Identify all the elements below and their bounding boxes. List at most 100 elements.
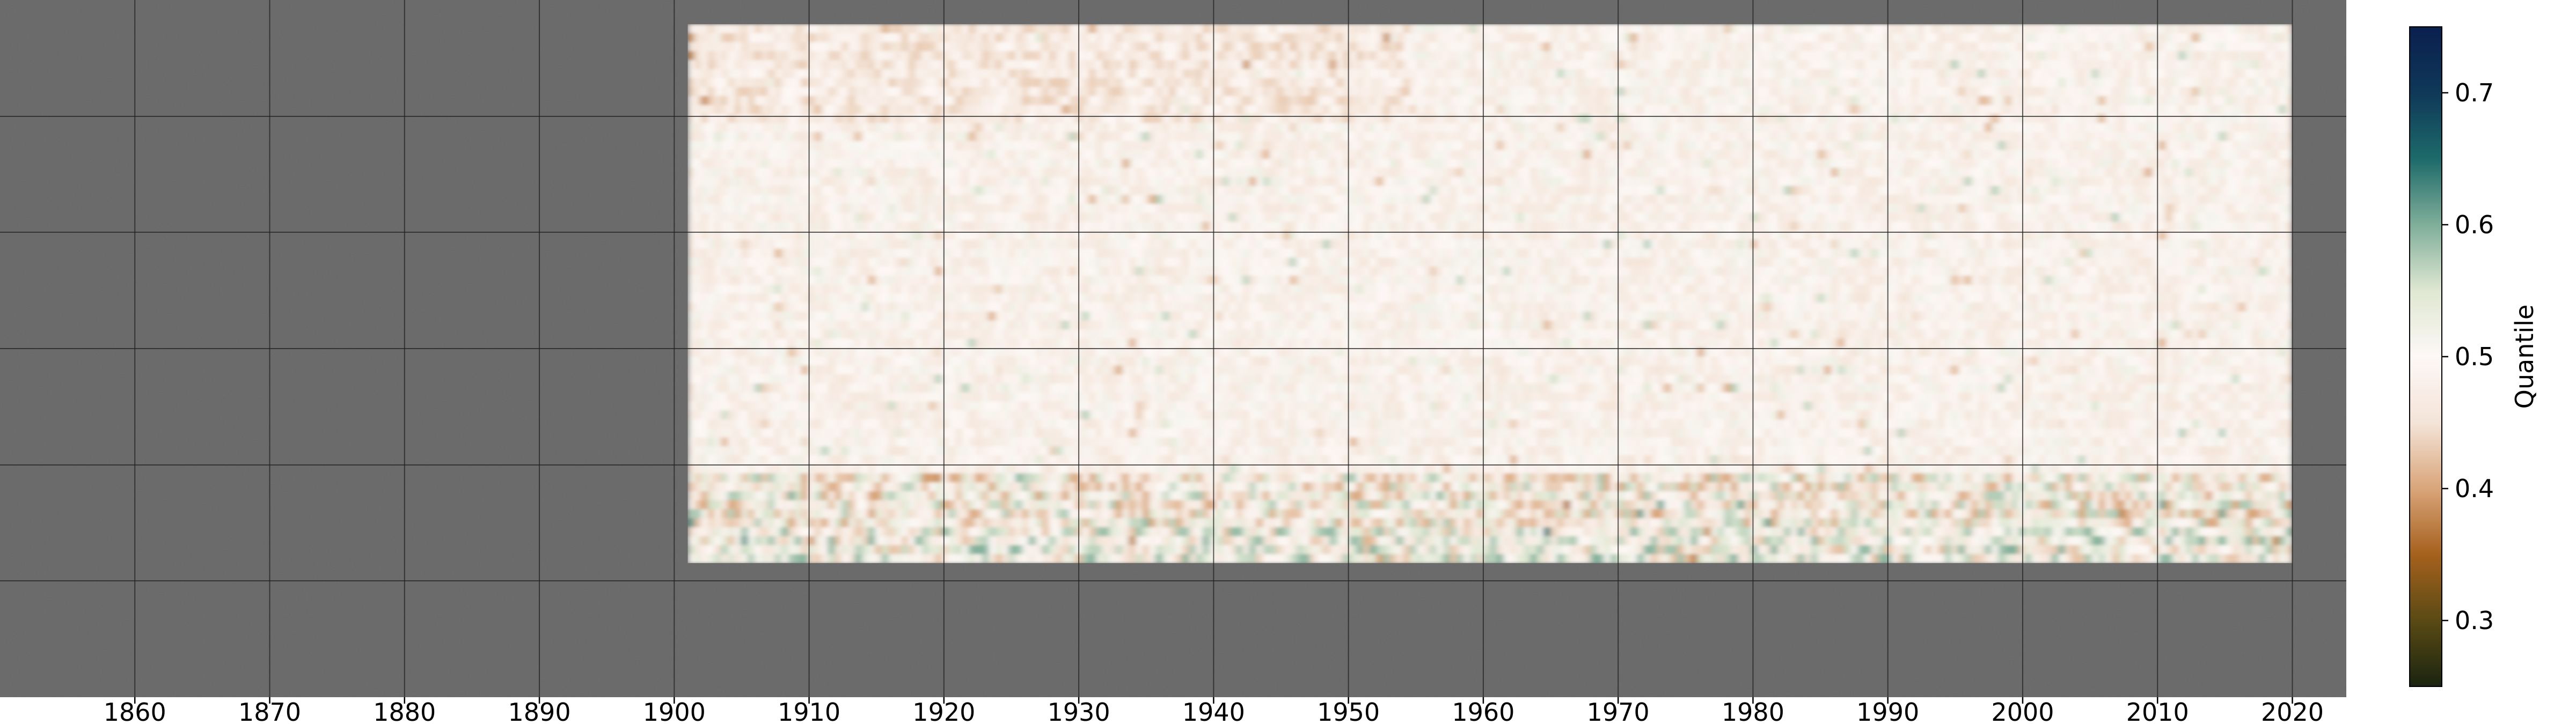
heatmap-cell [1503, 159, 1511, 168]
heatmap-cell [1396, 186, 1404, 196]
heatmap-cell [1122, 114, 1130, 124]
heatmap-cell [707, 96, 715, 106]
heatmap-cell [1797, 60, 1805, 70]
heatmap-cell [2272, 96, 2280, 106]
heatmap-cell [1985, 87, 1992, 97]
heatmap-cell [1049, 132, 1056, 142]
heatmap-cell [1416, 51, 1424, 61]
heatmap-cell [1102, 78, 1110, 88]
heatmap-cell [1623, 150, 1631, 160]
heatmap-cell [1122, 87, 1130, 97]
heatmap-cell [1637, 204, 1644, 213]
heatmap-cell [1323, 51, 1330, 61]
heatmap-cell [1236, 69, 1243, 79]
heatmap-cell [1443, 176, 1451, 187]
heatmap-cell [1918, 51, 1926, 61]
heatmap-cell [888, 87, 896, 97]
heatmap-cell [1363, 105, 1371, 115]
heatmap-cell [1777, 69, 1785, 79]
heatmap-cell [1644, 96, 1651, 106]
heatmap-cell [1309, 87, 1317, 97]
heatmap-cell [1349, 78, 1357, 88]
heatmap-cell [955, 195, 963, 204]
heatmap-cell [2031, 141, 2039, 151]
heatmap-cell [1236, 204, 1243, 213]
heatmap-cell [1088, 204, 1096, 213]
heatmap-cell [2018, 42, 2025, 52]
heatmap-cell [1838, 24, 1845, 34]
heatmap-cell [2004, 87, 2012, 97]
heatmap-cell [1938, 186, 1945, 196]
heatmap-cell [1978, 96, 1986, 106]
heatmap-cell [1490, 150, 1497, 160]
heatmap-cell [1838, 33, 1845, 43]
heatmap-cell [1062, 168, 1070, 178]
heatmap-cell [1436, 87, 1444, 97]
heatmap-cell [2065, 195, 2073, 204]
heatmap-cell [1764, 132, 1772, 142]
heatmap-cell [1276, 96, 1284, 106]
heatmap-cell [1122, 132, 1130, 142]
heatmap-cell [2259, 42, 2266, 52]
heatmap-cell [1042, 96, 1050, 106]
heatmap-cell [1008, 204, 1016, 213]
heatmap-cell [1242, 159, 1250, 168]
heatmap-cell [828, 150, 836, 160]
heatmap-cell [767, 204, 775, 213]
heatmap-cell [968, 132, 976, 142]
heatmap-cell [995, 60, 1002, 70]
heatmap-cell [1844, 141, 1852, 151]
heatmap-cell [1744, 60, 1752, 70]
heatmap-cell [1657, 33, 1665, 43]
heatmap-cell [1182, 42, 1190, 52]
heatmap-cell [1476, 195, 1484, 204]
heatmap-cell [1162, 96, 1170, 106]
heatmap-cell [1898, 123, 1905, 132]
heatmap-cell [1824, 176, 1832, 187]
heatmap-cell [1242, 114, 1250, 124]
heatmap-cell [1182, 123, 1190, 132]
heatmap-cell [1924, 24, 1932, 34]
heatmap-cell [1142, 186, 1150, 196]
heatmap-cell [1864, 123, 1872, 132]
heatmap-cell [1349, 24, 1357, 34]
heatmap-cell [1483, 51, 1491, 61]
heatmap-cell [1838, 51, 1845, 61]
heatmap-cell [2018, 186, 2025, 196]
heatmap-cell [1503, 105, 1511, 115]
heatmap-cell [1597, 96, 1605, 106]
heatmap-cell [1376, 186, 1384, 196]
heatmap-cell [1223, 141, 1230, 151]
heatmap-cell [1536, 78, 1544, 88]
heatmap-cell [728, 204, 735, 213]
heatmap-cell [1684, 159, 1692, 168]
heatmap-cell [854, 114, 862, 124]
heatmap-cell [1530, 24, 1538, 34]
heatmap-cell [2138, 69, 2146, 79]
heatmap-cell [1436, 42, 1444, 52]
heatmap-cell [707, 114, 715, 124]
heatmap-cell [1797, 69, 1805, 79]
heatmap-cell [921, 159, 929, 168]
heatmap-cell [1791, 24, 1798, 34]
heatmap-cell [1316, 105, 1323, 115]
heatmap-cell [2038, 114, 2046, 124]
heatmap-cell [868, 24, 876, 34]
heatmap-cell [1557, 176, 1564, 187]
heatmap-cell [1155, 51, 1163, 61]
heatmap-cell [1878, 51, 1885, 61]
heatmap-cell [1838, 195, 1845, 204]
heatmap-cell [687, 159, 695, 168]
heatmap-cell [815, 87, 822, 97]
heatmap-cell [1951, 69, 1959, 79]
heatmap-cell [968, 24, 976, 34]
heatmap-cell [2172, 141, 2179, 151]
heatmap-cell [2178, 114, 2186, 124]
heatmap-cell [1570, 204, 1578, 213]
heatmap-cell [1924, 33, 1932, 43]
heatmap-cell [1483, 24, 1491, 34]
heatmap-cell [828, 96, 836, 106]
heatmap-cell [1991, 105, 1999, 115]
heatmap-cell [935, 195, 942, 204]
heatmap-cell [1557, 159, 1564, 168]
